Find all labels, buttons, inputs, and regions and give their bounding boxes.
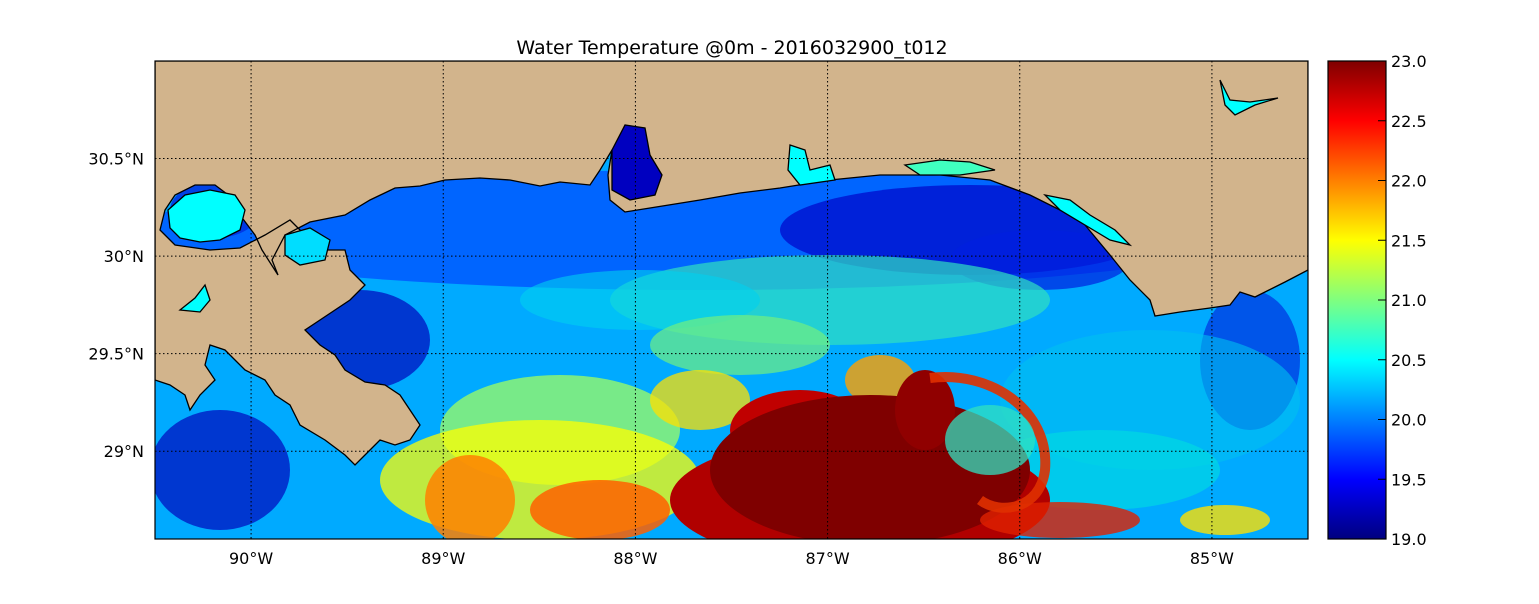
- colorbar-tick-label: 23.0: [1391, 52, 1427, 71]
- colorbar-tick-label: 19.5: [1391, 470, 1427, 489]
- colorbar-tick-label: 20.0: [1391, 411, 1427, 430]
- latitude-tick-labels: 30.5°N 30°N 29.5°N 29°N: [88, 150, 144, 462]
- colorbar-tick-label: 21.0: [1391, 291, 1427, 310]
- longitude-tick-label: 87°W: [805, 549, 849, 568]
- map-plot-area: [155, 61, 1308, 539]
- colorbar-tick-label: 21.5: [1391, 231, 1427, 250]
- longitude-tick-label: 89°W: [421, 549, 465, 568]
- longitude-tick-label: 86°W: [998, 549, 1042, 568]
- colorbar-gradient: [1327, 60, 1387, 540]
- graticule: [155, 61, 1308, 539]
- mobile-bay: [611, 124, 663, 201]
- longitude-tick-label: 90°W: [229, 549, 273, 568]
- latitude-tick-label: 30°N: [104, 247, 144, 266]
- longitude-tick-label: 88°W: [613, 549, 657, 568]
- st-andrews-bay: [1043, 193, 1133, 247]
- colorbar-tick-label: 22.5: [1391, 112, 1427, 131]
- colorbar-tick-label: 22.0: [1391, 172, 1427, 191]
- colorbar-ticks: 19.0 19.5 20.0 20.5 21.0 21.5 22.0 22.5 23.0: [1378, 52, 1427, 549]
- west-lake: [178, 283, 211, 313]
- latitude-tick-label: 29°N: [104, 442, 144, 461]
- latitude-tick-label: 30.5°N: [88, 150, 144, 169]
- map-frame: [154, 60, 1309, 540]
- colorbar-tick-label: 20.5: [1391, 351, 1427, 370]
- lake-pontchartrain: [167, 189, 246, 243]
- map-title: Water Temperature @0m - 2016032900_t012: [516, 37, 947, 59]
- longitude-tick-label: 85°W: [1190, 549, 1234, 568]
- apalachee-island: [1219, 79, 1279, 116]
- colorbar: 19.0 19.5 20.0 20.5 21.0 21.5 22.0 22.5 23.0: [1327, 52, 1427, 549]
- latitude-tick-label: 29.5°N: [88, 345, 144, 364]
- longitude-tick-labels: 90°W 89°W 88°W 87°W 86°W 85°W: [229, 549, 1234, 568]
- pensacola-bay: [787, 144, 836, 186]
- choctawhatchee-bay: [903, 159, 996, 176]
- colorbar-tick-label: 19.0: [1391, 530, 1427, 549]
